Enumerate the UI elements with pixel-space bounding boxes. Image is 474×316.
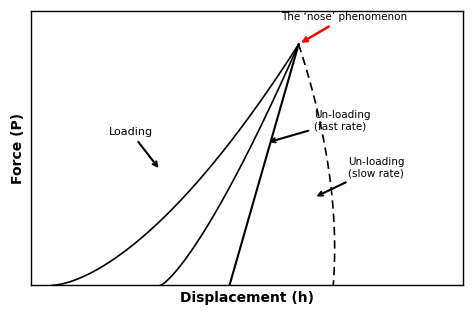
Y-axis label: Force (P): Force (P) bbox=[11, 113, 25, 184]
Text: Loading: Loading bbox=[109, 127, 157, 166]
X-axis label: Displacement (h): Displacement (h) bbox=[180, 291, 314, 305]
Text: Un-loading
(fast rate): Un-loading (fast rate) bbox=[271, 110, 370, 142]
Text: Un-loading
(slow rate): Un-loading (slow rate) bbox=[319, 157, 405, 196]
Text: The ‘nose’ phenomenon: The ‘nose’ phenomenon bbox=[282, 12, 408, 41]
